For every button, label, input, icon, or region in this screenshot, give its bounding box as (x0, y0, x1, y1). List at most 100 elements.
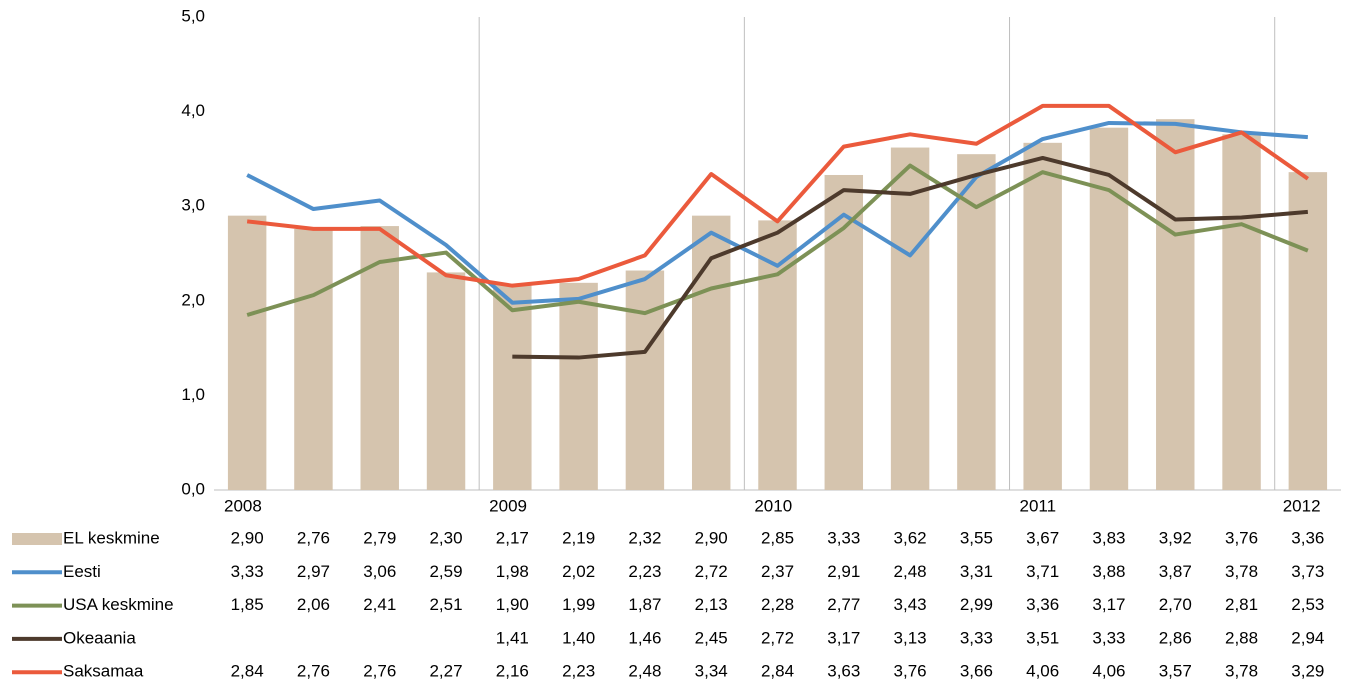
table-value: 3,57 (1159, 662, 1192, 681)
table-value: 1,87 (628, 595, 661, 614)
table-value: 2,77 (827, 595, 860, 614)
table-value: 3,34 (695, 662, 728, 681)
table-value: 3,66 (960, 662, 993, 681)
table-value: 2,32 (628, 528, 661, 547)
bar (1156, 119, 1195, 490)
table-value: 2,79 (363, 528, 396, 547)
bar (426, 272, 466, 490)
line-series (246, 163, 1309, 317)
table-value: 3,29 (1291, 662, 1324, 681)
table-value: 2,76 (297, 662, 330, 681)
x-tick-label: 2012 (1283, 496, 1321, 515)
table-value: 3,76 (1225, 528, 1258, 547)
table-value: 2,76 (297, 528, 330, 547)
legend-label: Saksamaa (63, 662, 144, 681)
table-value: 2,45 (695, 628, 728, 647)
table-value: 4,06 (1026, 662, 1059, 681)
table-value: 2,48 (628, 662, 661, 681)
table-value: 2,90 (695, 528, 728, 547)
table-value: 2,23 (628, 562, 661, 581)
y-tick-label: 4,0 (181, 101, 205, 120)
table-value: 3,88 (1092, 562, 1125, 581)
x-tick-label: 2010 (754, 496, 792, 515)
table-value: 2,59 (429, 562, 462, 581)
table-value: 2,19 (562, 528, 595, 547)
legend-key (12, 533, 62, 545)
bar (1023, 142, 1062, 490)
table-value: 3,33 (960, 628, 993, 647)
table-value: 3,36 (1026, 595, 1059, 614)
y-tick-label: 2,0 (181, 290, 205, 309)
table-value: 2,91 (827, 562, 860, 581)
legend-label: Eesti (63, 562, 101, 581)
table-value: 2,02 (562, 562, 595, 581)
table-value: 2,23 (562, 662, 595, 681)
table-value: 2,16 (496, 662, 529, 681)
table-value: 3,73 (1291, 562, 1324, 581)
table-value: 3,55 (960, 528, 993, 547)
table-value: 3,62 (894, 528, 927, 547)
bar (493, 284, 532, 490)
table-value: 2,81 (1225, 595, 1258, 614)
line-series (512, 155, 1309, 360)
table-value: 1,99 (562, 595, 595, 614)
y-tick-label: 1,0 (181, 385, 205, 404)
table-value: 2,41 (363, 595, 396, 614)
table-value: 3,87 (1159, 562, 1192, 581)
table-value: 2,94 (1291, 628, 1324, 647)
table-value: 2,53 (1291, 595, 1324, 614)
table-value: 4,06 (1092, 662, 1125, 681)
table-value: 1,90 (496, 595, 529, 614)
table-value: 2,90 (231, 528, 264, 547)
table-value: 3,31 (960, 562, 993, 581)
bar (294, 228, 333, 491)
table-value: 1,40 (562, 628, 595, 647)
bar (957, 154, 996, 491)
bar (360, 226, 399, 491)
table-value: 3,78 (1225, 662, 1258, 681)
table-value: 3,83 (1092, 528, 1125, 547)
table-value: 3,76 (894, 662, 927, 681)
table-value: 2,85 (761, 528, 794, 547)
table-value: 2,37 (761, 562, 794, 581)
table-value: 1,41 (496, 628, 529, 647)
table-value: 3,51 (1026, 628, 1059, 647)
table-value: 3,13 (894, 628, 927, 647)
x-tick-label: 2009 (489, 496, 527, 515)
line-series (246, 103, 1309, 288)
y-tick-label: 5,0 (181, 6, 205, 25)
table-value: 3,63 (827, 662, 860, 681)
table-value: 3,92 (1159, 528, 1192, 547)
legend-label: EL keskmine (63, 528, 160, 547)
table-value: 3,33 (1092, 628, 1125, 647)
y-tick-label: 3,0 (181, 196, 205, 215)
table-value: 3,67 (1026, 528, 1059, 547)
table-value: 2,06 (297, 595, 330, 614)
x-tick-label: 2008 (224, 496, 262, 515)
table-value: 3,33 (827, 528, 860, 547)
table-value: 1,98 (496, 562, 529, 581)
legend-label: USA keskmine (63, 595, 174, 614)
table-value: 2,17 (496, 528, 529, 547)
table-value: 2,13 (695, 595, 728, 614)
table-value: 2,72 (695, 562, 728, 581)
table-value: 3,78 (1225, 562, 1258, 581)
y-tick-label: 0,0 (181, 479, 205, 498)
table-value: 3,06 (363, 562, 396, 581)
table-value: 3,36 (1291, 528, 1324, 547)
table-value: 2,97 (297, 562, 330, 581)
table-value: 3,17 (1092, 595, 1125, 614)
table-value: 2,27 (429, 662, 462, 681)
table-value: 2,28 (761, 595, 794, 614)
table-value: 1,46 (628, 628, 661, 647)
bar (625, 270, 665, 490)
table-value: 2,76 (363, 662, 396, 681)
table-value: 3,17 (827, 628, 860, 647)
x-tick-label: 2011 (1020, 496, 1057, 515)
table-value: 3,71 (1026, 562, 1059, 581)
table-value: 2,48 (894, 562, 927, 581)
table-value: 2,30 (429, 528, 462, 547)
table-value: 2,84 (231, 662, 264, 681)
bar (1288, 172, 1328, 491)
